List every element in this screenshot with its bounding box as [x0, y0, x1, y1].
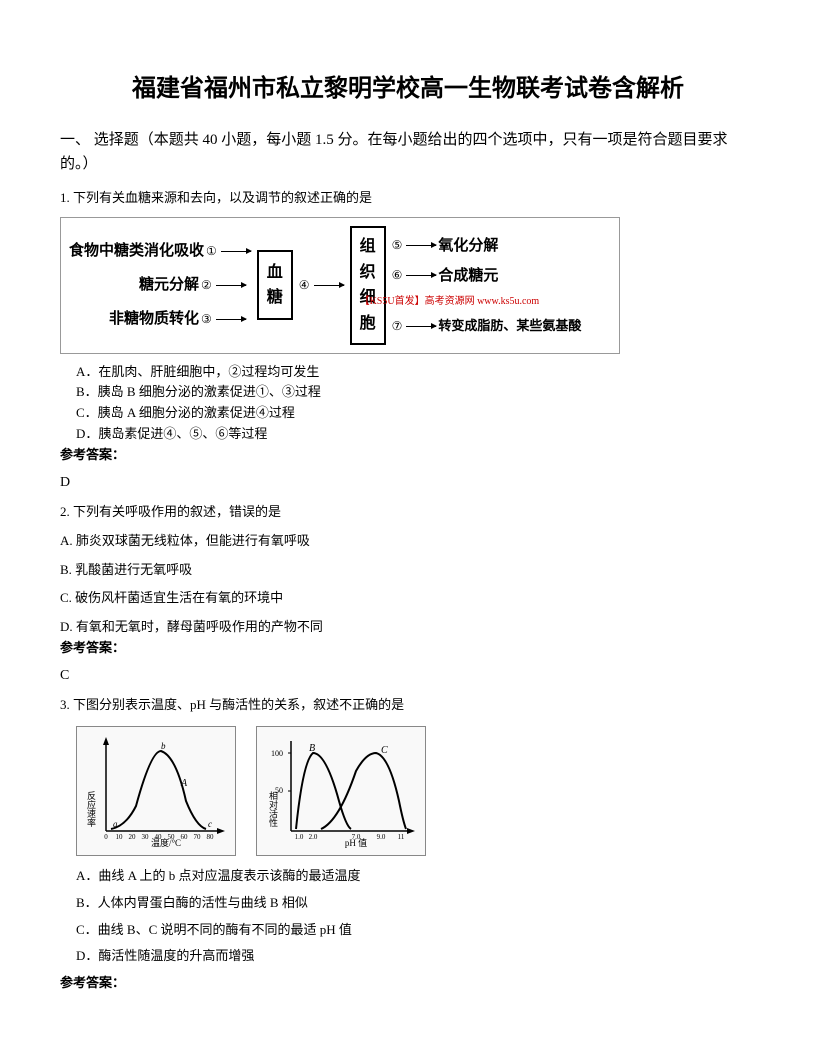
answer-label: 参考答案：: [60, 445, 756, 466]
svg-text:50: 50: [275, 786, 283, 795]
q3-text: 3. 下图分别表示温度、pH 与酶活性的关系，叙述不正确的是: [60, 695, 756, 716]
watermark: 【KS5U首发】高考资源网 www.ks5u.com: [360, 294, 540, 310]
box-text: 血: [267, 260, 283, 286]
q3-option-d: D．酶活性随温度的升高而增强: [76, 946, 756, 967]
q3-charts: 反应速率 温度/°C a b A c 0 10 20 30 40 50 60 7…: [76, 726, 756, 856]
arrow-icon: [216, 319, 246, 320]
q3-option-b: B．人体内胃蛋白酶的活性与曲线 B 相似: [76, 893, 756, 914]
circle-1: ①: [206, 242, 217, 261]
q1-option-c: C．胰岛 A 细胞分泌的激素促进④过程: [76, 403, 756, 424]
q1-diagram: 食物中糖类消化吸收 ① 糖元分解 ② 非糖物质转化 ③ 血 糖 ④ 组 织 细: [60, 217, 620, 353]
q3-option-c: C．曲线 B、C 说明不同的酶有不同的最适 pH 值: [76, 920, 756, 941]
chart-ph: 相对活性 pH 值 100 50 B C 1.0 2.0 7.0 9.0 11: [256, 726, 426, 856]
svg-text:50: 50: [168, 833, 176, 841]
box-text: 组: [360, 234, 376, 260]
q1-text: 1. 下列有关血糖来源和去向，以及调节的叙述正确的是: [60, 188, 756, 209]
q2-option-c: C. 破伤风杆菌适宜生活在有氧的环境中: [60, 588, 756, 609]
q1-option-d: D．胰岛素促进④、⑤、⑥等过程: [76, 424, 756, 445]
svg-text:100: 100: [271, 749, 283, 758]
diagram-label: 非糖物质转化: [69, 307, 199, 331]
diagram-label: 糖元分解: [69, 273, 199, 297]
svg-text:0: 0: [104, 833, 108, 841]
circle-5: ⑤: [392, 236, 403, 255]
ylabel: 反应速率: [86, 791, 96, 828]
svg-text:11: 11: [398, 833, 405, 841]
box-text: 胞: [360, 311, 376, 337]
svg-text:60: 60: [181, 833, 189, 841]
box-blood-sugar: 血 糖: [257, 250, 293, 320]
q1-option-b: B．胰岛 B 细胞分泌的激素促进①、③过程: [76, 382, 756, 403]
arrow-icon: [406, 326, 436, 327]
svg-text:9.0: 9.0: [377, 833, 386, 841]
q3-option-a: A．曲线 A 上的 b 点对应温度表示该酶的最适温度: [76, 866, 756, 887]
ylabel: 相对活性: [268, 790, 278, 828]
q2-text: 2. 下列有关呼吸作用的叙述，错误的是: [60, 502, 756, 523]
box-tissue-cell: 组 织 细 胞: [350, 226, 386, 344]
svg-text:30: 30: [142, 833, 150, 841]
svg-text:C: C: [381, 745, 388, 756]
chart-temperature: 反应速率 温度/°C a b A c 0 10 20 30 40 50 60 7…: [76, 726, 236, 856]
diagram-label: 食物中糖类消化吸收: [69, 239, 204, 263]
svg-text:1.0: 1.0: [295, 833, 304, 841]
svg-text:c: c: [208, 819, 212, 829]
q2-answer: C: [60, 665, 756, 687]
circle-7: ⑦: [392, 317, 403, 336]
box-text: 糖: [267, 285, 283, 311]
circle-4: ④: [299, 276, 310, 295]
q2-option-a: A. 肺炎双球菌无线粒体，但能进行有氧呼吸: [60, 531, 756, 552]
arrow-icon: [406, 245, 436, 246]
circle-3: ③: [201, 310, 212, 329]
svg-text:A: A: [180, 778, 188, 789]
q2-option-b: B. 乳酸菌进行无氧呼吸: [60, 560, 756, 581]
svg-text:10: 10: [116, 833, 124, 841]
arrow-icon: [406, 275, 436, 276]
svg-text:2.0: 2.0: [309, 833, 318, 841]
page-title: 福建省福州市私立黎明学校高一生物联考试卷含解析: [60, 70, 756, 108]
answer-label: 参考答案：: [60, 973, 756, 994]
svg-text:7.0: 7.0: [352, 833, 361, 841]
circle-6: ⑥: [392, 266, 403, 285]
q1-answer: D: [60, 472, 756, 494]
arrow-icon: [221, 251, 251, 252]
section-header: 一、 选择题（本题共 40 小题，每小题 1.5 分。在每小题给出的四个选项中，…: [60, 128, 756, 176]
q1-option-a: A．在肌肉、肝脏细胞中，②过程均可发生: [76, 362, 756, 383]
svg-text:b: b: [161, 741, 166, 751]
svg-text:40: 40: [155, 833, 163, 841]
arrow-icon: [216, 285, 246, 286]
svg-text:80: 80: [207, 833, 215, 841]
arrow-icon: [314, 285, 344, 286]
svg-text:20: 20: [129, 833, 137, 841]
svg-text:a: a: [113, 819, 118, 829]
circle-2: ②: [201, 276, 212, 295]
box-text: 织: [360, 260, 376, 286]
diagram-label: 合成糖元: [438, 264, 568, 288]
svg-text:B: B: [309, 743, 315, 754]
diagram-label: 转变成脂肪、某些氨基酸: [438, 316, 581, 337]
q2-option-d: D. 有氧和无氧时，酵母菌呼吸作用的产物不同: [60, 617, 756, 638]
answer-label: 参考答案：: [60, 638, 756, 659]
svg-text:70: 70: [194, 833, 202, 841]
diagram-label: 氧化分解: [438, 234, 568, 258]
